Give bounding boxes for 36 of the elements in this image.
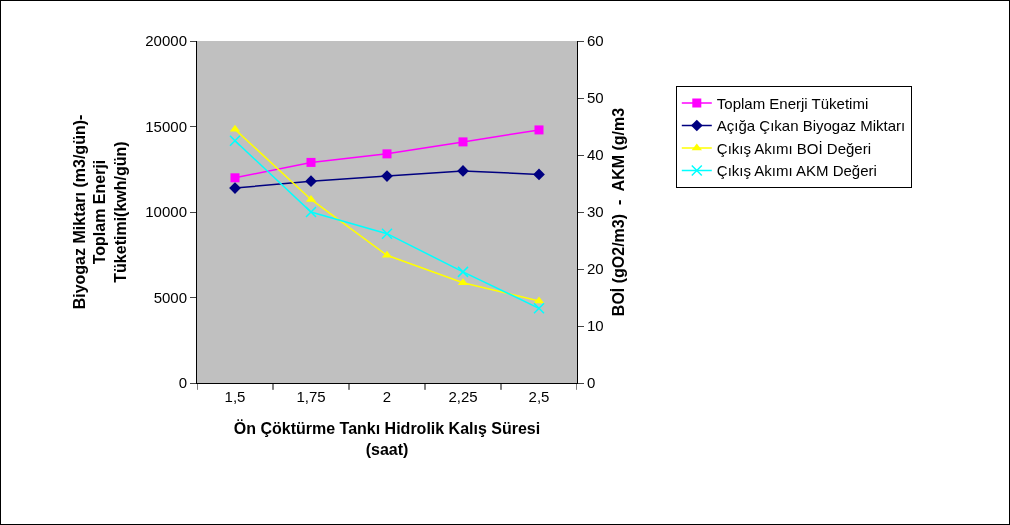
point [533,302,545,315]
y-tick-label: 20000 [145,32,187,50]
point [305,206,317,218]
y-tick-label: 0 [178,374,187,392]
y-tick-label: 5000 [153,288,187,306]
x-tick-label: 2,25 [448,388,478,405]
x-tick-label: 2,5 [528,388,550,405]
x-axis-title: Ön Çöktürme Tankı Hidrolik Kalış Süresi (saat) [233,418,541,458]
point [458,137,468,147]
point [533,168,545,181]
point [382,149,392,159]
point [306,157,316,167]
y-tick-label: 10000 [145,203,187,221]
x-tick-label: 1,75 [296,388,326,405]
y2-tick-label: 10 [587,317,604,335]
point [229,135,241,147]
x-tick-label: 1,5 [224,388,246,405]
legend-label: Çıkış Akımı AKM Değeri [716,162,877,180]
y2-tick-label: 20 [587,260,604,278]
point [534,125,544,135]
point [230,173,240,183]
point [305,175,317,188]
legend-label: Toplam Enerji Tüketimi [716,94,869,112]
y2-tick-label: 0 [587,374,596,392]
y2-tick-label: 60 [587,32,604,50]
y-axis-title: Biyogaz Miktarı (m3/gün)- Toplam Enerji Tüketimi(kwh/gün) [70,114,130,310]
point [381,227,393,240]
y2-tick-label: 40 [587,146,604,164]
y2-tick-label: 30 [587,203,604,221]
legend-label: Açığa Çıkan Biyogaz Miktarı [716,117,906,135]
y-tick-label: 15000 [145,117,187,135]
x-tick-label: 2 [382,388,392,405]
point [457,266,469,278]
y2-axis-title: BOİ (gO2/m3) - AKM (g/m3 [610,107,628,317]
y2-tick-label: 50 [587,89,604,107]
legend-label: Çıkış Akımı BOİ Değeri [716,139,872,157]
